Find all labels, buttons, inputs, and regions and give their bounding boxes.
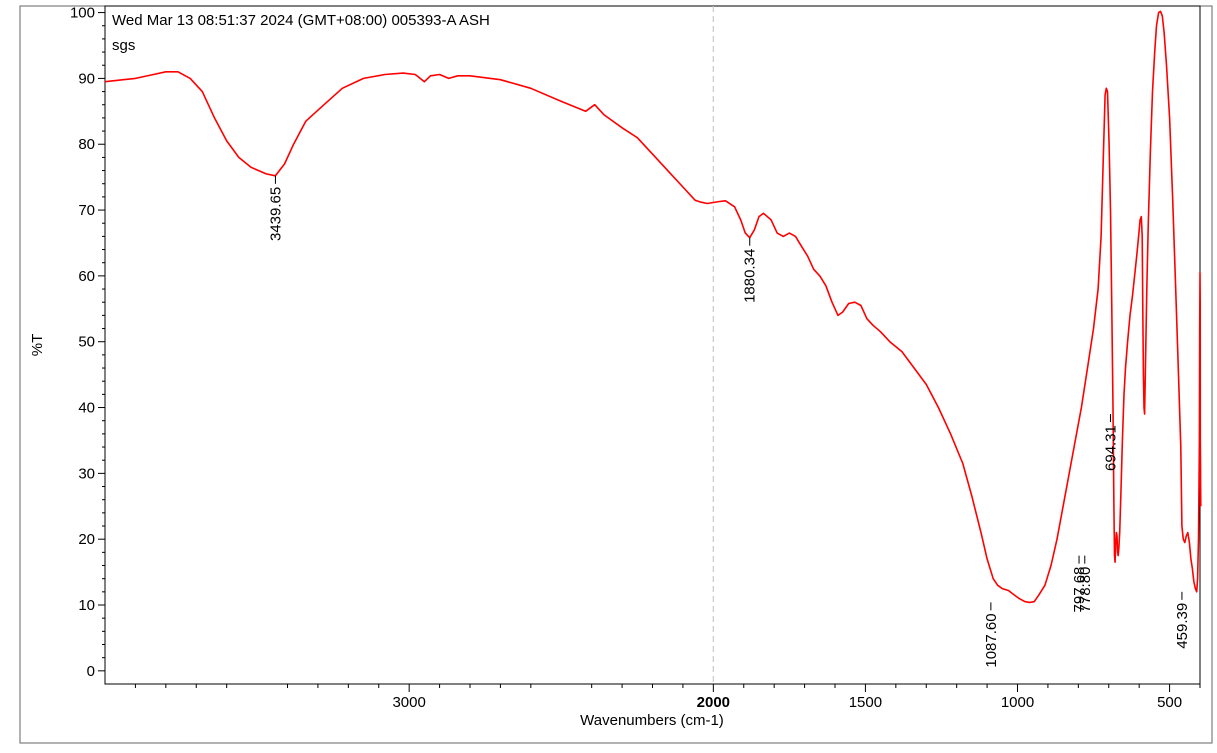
axes-layer: 0 10 20 30 40 50 60 70 80 90 100 3000 2000 1500 1000 50… [70, 5, 1201, 711]
y-tick-label: 100 [70, 5, 95, 22]
peak-value-label: 1087.60 [983, 613, 1000, 667]
x-tick-label: 2000 [697, 694, 730, 711]
y-tick-label: 80 [78, 136, 95, 153]
x-tick-label: 3000 [392, 694, 425, 711]
y-axis-title: %T [29, 334, 46, 357]
peak-value-label: 459.39 [1174, 603, 1191, 649]
peak-value-label: 1880.34 [742, 249, 759, 303]
peak-value-label: 797.68 [1071, 567, 1088, 613]
peak-label-797-68: 797.68 [1071, 555, 1088, 613]
y-tick-label: 50 [78, 334, 95, 351]
y-tick-label: 40 [78, 400, 95, 417]
y-tick-label: 30 [78, 465, 95, 482]
plot-area-border [104, 5, 1201, 685]
series-layer [104, 10, 1202, 604]
peak-value-label: 694.31 [1103, 425, 1120, 471]
y-tick-label: 90 [78, 70, 95, 87]
y-tick-label: 60 [78, 268, 95, 285]
peak-label-694-31: 694.31 [1103, 414, 1120, 471]
peak-label-1880-34: 1880.34 [742, 237, 759, 303]
x-tick-label: 1000 [1001, 694, 1034, 711]
x-tick-label: 1500 [849, 694, 882, 711]
peak-label-1087-60: 1087.60 [983, 602, 1000, 668]
peak-value-label: 778.80 [1077, 567, 1094, 613]
x-tick-label: 500 [1157, 694, 1182, 711]
spectrum-line [104, 10, 1202, 604]
y-tick-label: 20 [78, 531, 95, 548]
peak-value-label: 3439.65 [267, 187, 284, 241]
header-line-1: Wed Mar 13 08:51:37 2024 (GMT+08:00) 005… [112, 12, 490, 29]
x-axis-title: Wavenumbers (cm-1) [580, 712, 724, 729]
y-tick-label: 70 [78, 202, 95, 219]
y-tick-label: 0 [87, 663, 95, 680]
peak-label-3439-65: 3439.65 [267, 175, 284, 241]
peak-label-459-39: 459.39 [1174, 591, 1191, 649]
y-tick-label: 10 [78, 597, 95, 614]
header-line-2: sgs [112, 37, 135, 54]
peak-label-778-80: 778.80 [1077, 555, 1094, 613]
outer-frame [19, 5, 1213, 744]
